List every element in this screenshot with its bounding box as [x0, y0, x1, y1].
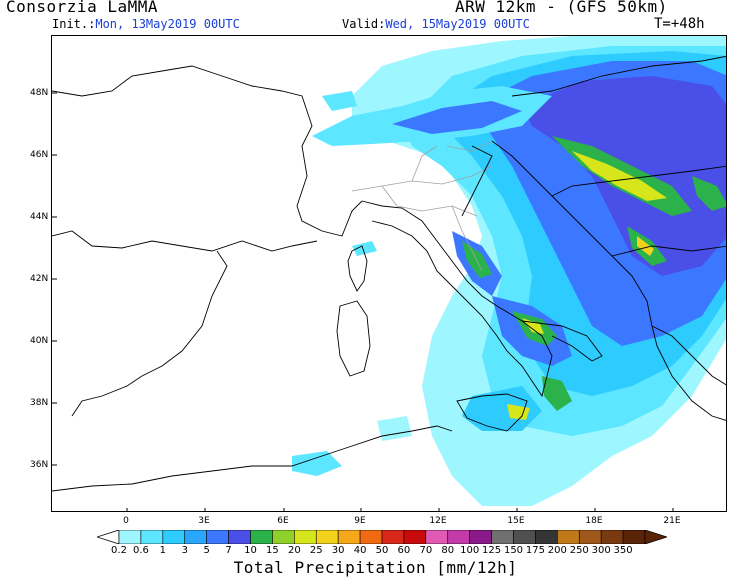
colorbar-swatch [228, 530, 251, 544]
map-ticks [52, 92, 674, 511]
precipitation-map [51, 35, 727, 512]
colorbar-label: 15 [266, 545, 279, 556]
colorbar-label: 7 [225, 545, 232, 556]
lon-label-15e: 15E [507, 516, 525, 526]
colorbar-swatch [513, 530, 536, 544]
lat-label-44n: 44N [30, 212, 49, 222]
coastlines [52, 55, 726, 492]
lon-label-3e: 3E [198, 516, 210, 526]
colorbar-swatch [381, 530, 405, 544]
colorbar [97, 530, 667, 544]
colorbar-swatch [557, 530, 580, 544]
colorbar-label: 40 [353, 545, 367, 556]
lon-label-9e: 9E [354, 516, 366, 526]
colorbar-swatch [272, 530, 295, 544]
colorbar-label: 50 [375, 545, 389, 556]
forecast-timestep: T=+48h [654, 16, 705, 32]
colorbar-label: 0.2 [111, 545, 127, 556]
colorbar-label: 80 [441, 545, 455, 556]
colorbar-swatch [359, 530, 383, 544]
colorbar-swatch [294, 530, 317, 544]
colorbar-swatch [535, 530, 558, 544]
valid-time: Valid:Wed, 15May2019 00UTC [342, 17, 530, 31]
lat-label-40n: 40N [30, 336, 49, 346]
colorbar-under-arrow [97, 530, 120, 544]
colorbar-label: 250 [569, 545, 589, 556]
lat-label-46n: 46N [30, 150, 49, 160]
colorbar-swatch [118, 530, 142, 544]
colorbar-label: 200 [547, 545, 567, 556]
colorbar-label: 25 [309, 545, 323, 556]
lat-label-48n: 48N [30, 88, 49, 98]
colorbar-swatch [425, 530, 449, 544]
colorbar-label: 0.6 [132, 545, 149, 556]
map-canvas [52, 36, 726, 511]
colorbar-swatch [250, 530, 273, 544]
lat-label-38n: 38N [30, 398, 49, 408]
colorbar-label: 350 [613, 545, 633, 556]
colorbar-label: 175 [525, 545, 545, 556]
colorbar-label: 20 [287, 545, 301, 556]
colorbar-swatch [184, 530, 207, 544]
lon-label-6e: 6E [277, 516, 289, 526]
colorbar-swatch [491, 530, 514, 544]
region-borders [351, 140, 493, 272]
colorbar-swatch [469, 530, 492, 544]
colorbar-label: 10 [244, 545, 257, 556]
colorbar-swatch [403, 530, 427, 544]
valid-label: Valid: [342, 17, 386, 31]
colorbar-label: 60 [397, 545, 411, 556]
colorbar-swatch [206, 530, 229, 544]
lat-label-42n: 42N [30, 274, 49, 284]
colorbar-title: Total Precipitation [mm/12h] [233, 558, 518, 577]
colorbar-label: 30 [331, 545, 345, 556]
colorbar-swatch [600, 530, 624, 544]
model-info: ARW 12km - (GFS 50km) [455, 0, 668, 16]
colorbar-swatch [315, 530, 339, 544]
colorbar-swatch [578, 530, 602, 544]
lon-label-12e: 12E [429, 516, 447, 526]
lon-label-18e: 18E [585, 516, 603, 526]
colorbar-swatch [140, 530, 164, 544]
lat-label-36n: 36N [30, 460, 49, 470]
colorbar-label: 70 [419, 545, 433, 556]
init-time: Init.:Mon, 13May2019 00UTC [52, 17, 240, 31]
colorbar-label: 300 [591, 545, 611, 556]
colorbar-label: 5 [203, 545, 210, 556]
colorbar-label: 1 [159, 545, 167, 556]
colorbar-swatch [337, 530, 361, 544]
lon-label-21e: 21E [663, 516, 681, 526]
colorbar-label: 100 [460, 545, 480, 556]
colorbar-swatch [447, 530, 470, 544]
colorbar-swatch [622, 530, 646, 544]
colorbar-over-arrow [644, 530, 667, 544]
colorbar-label: 125 [482, 545, 502, 556]
colorbar-swatch [162, 530, 186, 544]
valid-value: Wed, 15May2019 00UTC [385, 17, 530, 31]
header-title: Consorzia LaMMA [6, 0, 158, 16]
lon-label-0: 0 [123, 516, 129, 526]
precipitation-field [292, 36, 726, 506]
colorbar-label: 3 [181, 545, 188, 556]
colorbar-label: 150 [503, 545, 524, 556]
init-label: Init.: [52, 17, 96, 31]
init-value: Mon, 13May2019 00UTC [95, 17, 240, 31]
